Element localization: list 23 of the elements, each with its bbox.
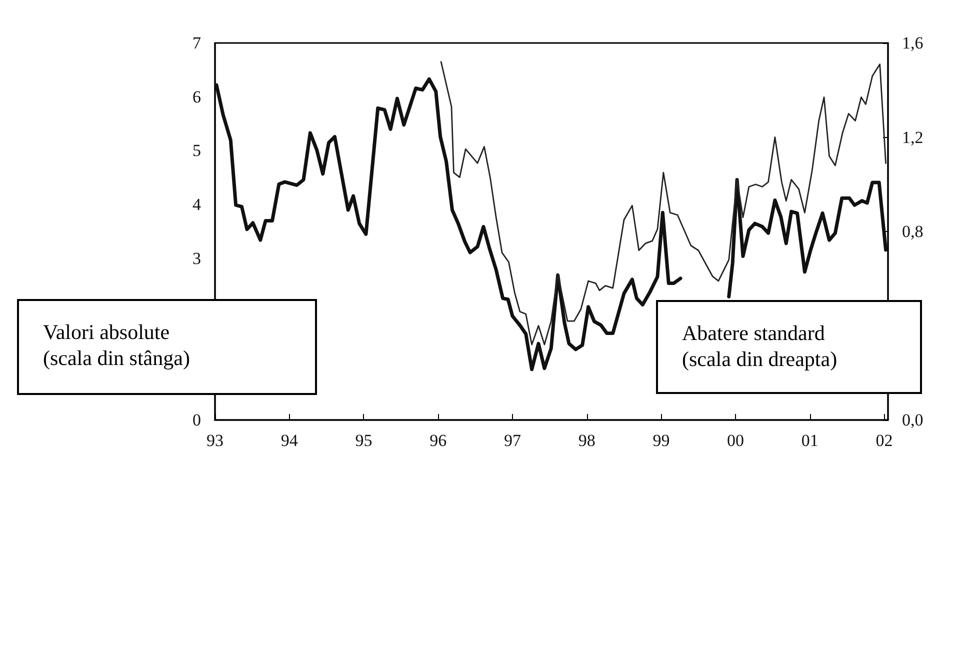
x-tick-label: 97 [504, 431, 522, 450]
x-tick-label: 02 [876, 431, 893, 450]
x-tick-label: 99 [652, 431, 670, 450]
x-tick-label: 95 [355, 431, 372, 450]
x-tick-label: 98 [578, 431, 596, 450]
y2-tick-label: 0,0 [902, 410, 924, 430]
y-tick-label: 3 [192, 248, 201, 268]
line-series [440, 61, 886, 346]
y-tick-label: 7 [192, 34, 202, 52]
y2-tick-label: 1,2 [902, 128, 924, 147]
text-box: Abatere standard (scala din dreapta) [656, 300, 922, 394]
y2-tick-label: 1,6 [902, 34, 924, 52]
x-tick-label: 01 [801, 431, 818, 450]
x-tick-label: 00 [727, 431, 744, 450]
y2-tick-label: 0,8 [902, 222, 924, 241]
y-tick-label: 5 [192, 141, 201, 160]
x-tick-label: 93 [206, 431, 224, 450]
text-box: Valori absolute (scala din stânga) [17, 299, 317, 395]
y-tick-label: 6 [192, 87, 201, 106]
y-tick-label: 0 [192, 410, 201, 430]
x-tick-label: 96 [430, 431, 447, 450]
x-tick-label: 94 [280, 431, 298, 450]
y-tick-label: 4 [192, 195, 202, 214]
